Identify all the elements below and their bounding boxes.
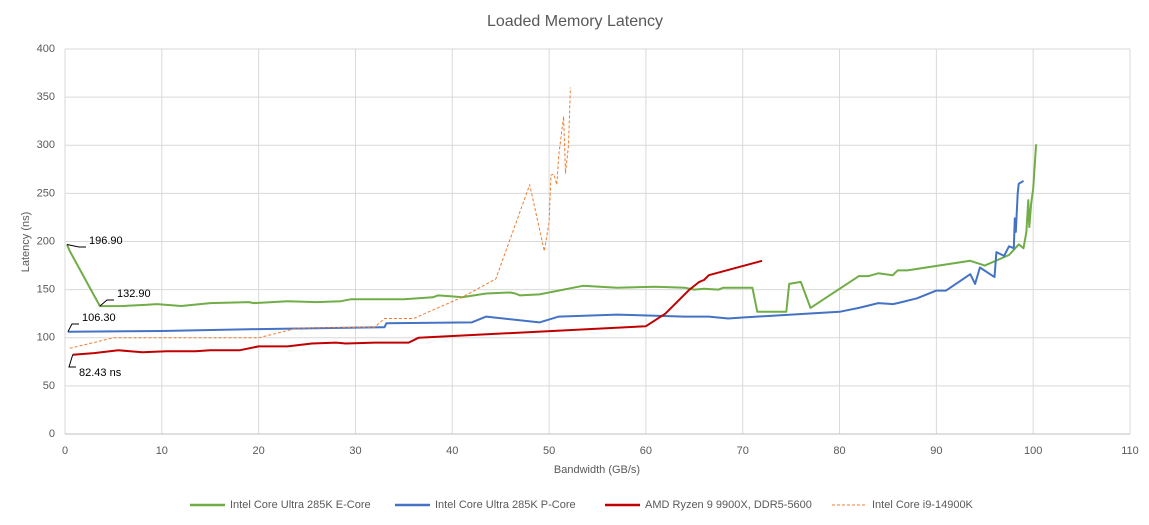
series-line (65, 144, 1038, 313)
x-tick-label: 20 (253, 445, 265, 457)
y-tick-label: 50 (43, 380, 55, 392)
series-line (69, 87, 571, 349)
y-tick-label: 150 (37, 284, 55, 296)
callout-line (68, 354, 76, 368)
y-tick-label: 200 (37, 235, 55, 247)
y-tick-label: 250 (37, 187, 55, 199)
callout-line (67, 323, 79, 332)
callout-line (66, 243, 86, 248)
legend-label: AMD Ryzen 9 9900X, DDR5-5600 (645, 499, 812, 511)
series-line (72, 259, 763, 356)
annotation: 132.90 (117, 288, 151, 300)
annotation: 196.90 (89, 235, 123, 247)
chart-title: Loaded Memory Latency (487, 13, 663, 30)
legend-label: Intel Core i9-14900K (872, 499, 974, 511)
series-line (67, 180, 1025, 333)
x-tick-label: 0 (62, 445, 68, 457)
x-tick-label: 30 (349, 445, 361, 457)
legend-label: Intel Core Ultra 285K P-Core (435, 499, 576, 511)
y-tick-label: 400 (37, 43, 55, 55)
x-tick-label: 60 (640, 445, 652, 457)
y-tick-label: 350 (37, 91, 55, 103)
x-tick-label: 70 (737, 445, 749, 457)
x-tick-label: 100 (1024, 445, 1042, 457)
annotation: 106.30 (82, 312, 116, 324)
y-axis-label: Latency (ns) (20, 212, 32, 273)
annotation: 82.43 ns (79, 367, 122, 379)
x-tick-label: 80 (833, 445, 845, 457)
x-axis-label: Bandwidth (GB/s) (554, 464, 640, 476)
x-tick-label: 10 (156, 445, 168, 457)
legend-label: Intel Core Ultra 285K E-Core (230, 499, 371, 511)
x-tick-label: 50 (543, 445, 555, 457)
y-tick-label: 100 (37, 332, 55, 344)
x-tick-label: 90 (930, 445, 942, 457)
x-tick-label: 40 (446, 445, 458, 457)
y-tick-label: 0 (49, 428, 55, 440)
callout-line (99, 299, 114, 307)
y-tick-label: 300 (37, 139, 55, 151)
x-tick-label: 110 (1121, 445, 1139, 457)
